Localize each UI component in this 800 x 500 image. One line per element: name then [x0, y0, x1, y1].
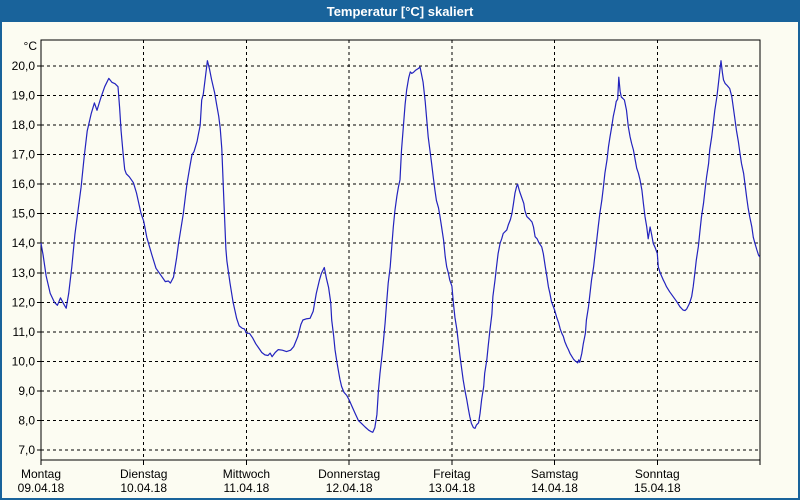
day-date-label: 13.04.18: [428, 481, 475, 495]
y-tick-label: 12,0: [12, 295, 36, 309]
day-name-label: Montag: [21, 467, 61, 481]
day-name-label: Mittwoch: [223, 467, 270, 481]
day-name-label: Samstag: [531, 467, 578, 481]
y-tick-label: 20,0: [12, 59, 36, 73]
day-date-label: 12.04.18: [326, 481, 373, 495]
x-ticks: [40, 460, 761, 465]
y-tick-label: 19,0: [12, 89, 36, 103]
temperature-line: [40, 60, 761, 433]
day-date-label: 09.04.18: [18, 481, 65, 495]
y-tick-label: 8,0: [18, 413, 35, 427]
y-gridlines: [37, 65, 760, 451]
day-name-label: Sonntag: [635, 467, 680, 481]
day-name-label: Dienstag: [120, 467, 167, 481]
y-tick-label: 11,0: [13, 325, 36, 339]
y-tick-labels: 20,0 19,0 18,0 17,0 16,0 15,0 14,0 13,0 12,0 11,0…: [12, 59, 36, 457]
x-gridlines: [143, 40, 658, 460]
y-tick-label: 17,0: [12, 148, 36, 162]
plot-border: [40, 39, 761, 461]
day-date-label: 10.04.18: [120, 481, 167, 495]
window-title: Temperatur [°C] skaliert: [326, 3, 474, 19]
y-tick-label: 16,0: [12, 177, 36, 191]
y-tick-label: 10,0: [12, 354, 36, 368]
day-date-label: 11.04.18: [224, 481, 270, 495]
day-name-label: Freitag: [433, 467, 470, 481]
y-tick-label: 7,0: [18, 443, 35, 457]
title-bar[interactable]: Temperatur [°C] skaliert: [0, 0, 800, 22]
y-tick-label: 13,0: [12, 266, 36, 280]
day-date-label: 15.04.18: [634, 481, 681, 495]
y-tick-label: 14,0: [12, 236, 36, 250]
y-tick-label: 15,0: [12, 207, 36, 221]
day-name-label: Donnerstag: [318, 467, 380, 481]
day-date-label: 14.04.18: [531, 481, 578, 495]
y-tick-label: 18,0: [12, 118, 36, 132]
y-axis-unit-label: °C: [24, 39, 38, 53]
y-tick-label: 9,0: [18, 384, 35, 398]
